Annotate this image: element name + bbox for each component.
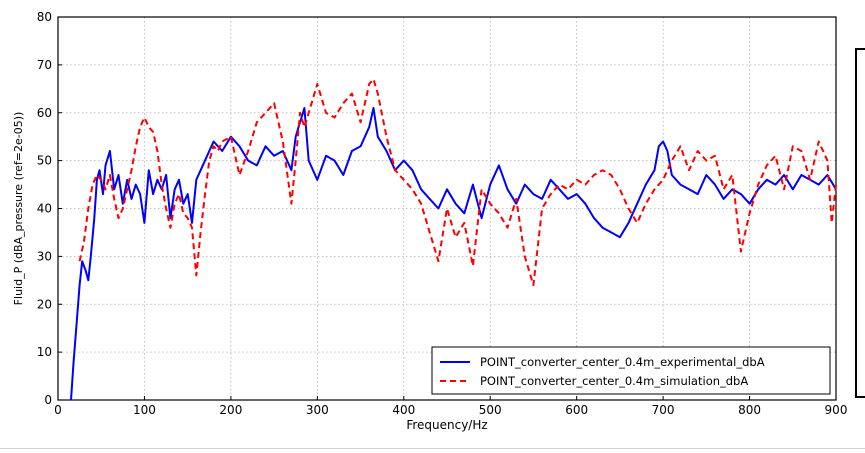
- x-tick-label: 200: [219, 403, 242, 417]
- y-tick-label: 0: [44, 393, 52, 407]
- y-tick-label: 20: [37, 297, 52, 311]
- legend-label: POINT_converter_center_0.4m_simulation_d…: [480, 374, 748, 388]
- x-tick-label: 800: [738, 403, 761, 417]
- x-tick-label: 100: [133, 403, 156, 417]
- experimental-series-line: [70, 107, 837, 401]
- y-axis-label: Fluid_P (dBA_pressure (ref=2e-05)): [12, 112, 25, 306]
- y-tick-label: 10: [37, 345, 52, 359]
- x-tick-label: 700: [652, 403, 675, 417]
- x-tick-label: 0: [54, 403, 62, 417]
- x-axis-label: Frequency/Hz: [406, 418, 487, 432]
- y-tick-label: 80: [37, 10, 52, 24]
- x-tick-label: 300: [306, 403, 329, 417]
- simulation-series-line: [78, 78, 837, 287]
- legend-label: POINT_converter_center_0.4m_experimental…: [480, 355, 765, 369]
- x-tick-label: 400: [392, 403, 415, 417]
- y-tick-label: 60: [37, 106, 52, 120]
- legend-box: [431, 346, 831, 395]
- series-lines: [70, 78, 837, 401]
- x-tick-label: 900: [825, 403, 848, 417]
- side-panel-edge: [855, 48, 865, 398]
- x-tick-label: 600: [565, 403, 588, 417]
- x-tick-label: 500: [479, 403, 502, 417]
- y-tick-label: 70: [37, 58, 52, 72]
- axis-ticks: 0 100 200 300 400 500 600 700 800 900 0 10 20 30 40 50 6…: [37, 10, 848, 417]
- legend: POINT_converter_center_0.4m_experimental…: [431, 346, 831, 395]
- y-tick-label: 40: [37, 202, 52, 216]
- bottom-divider: [0, 448, 865, 449]
- y-tick-label: 50: [37, 154, 52, 168]
- y-tick-label: 30: [37, 249, 52, 263]
